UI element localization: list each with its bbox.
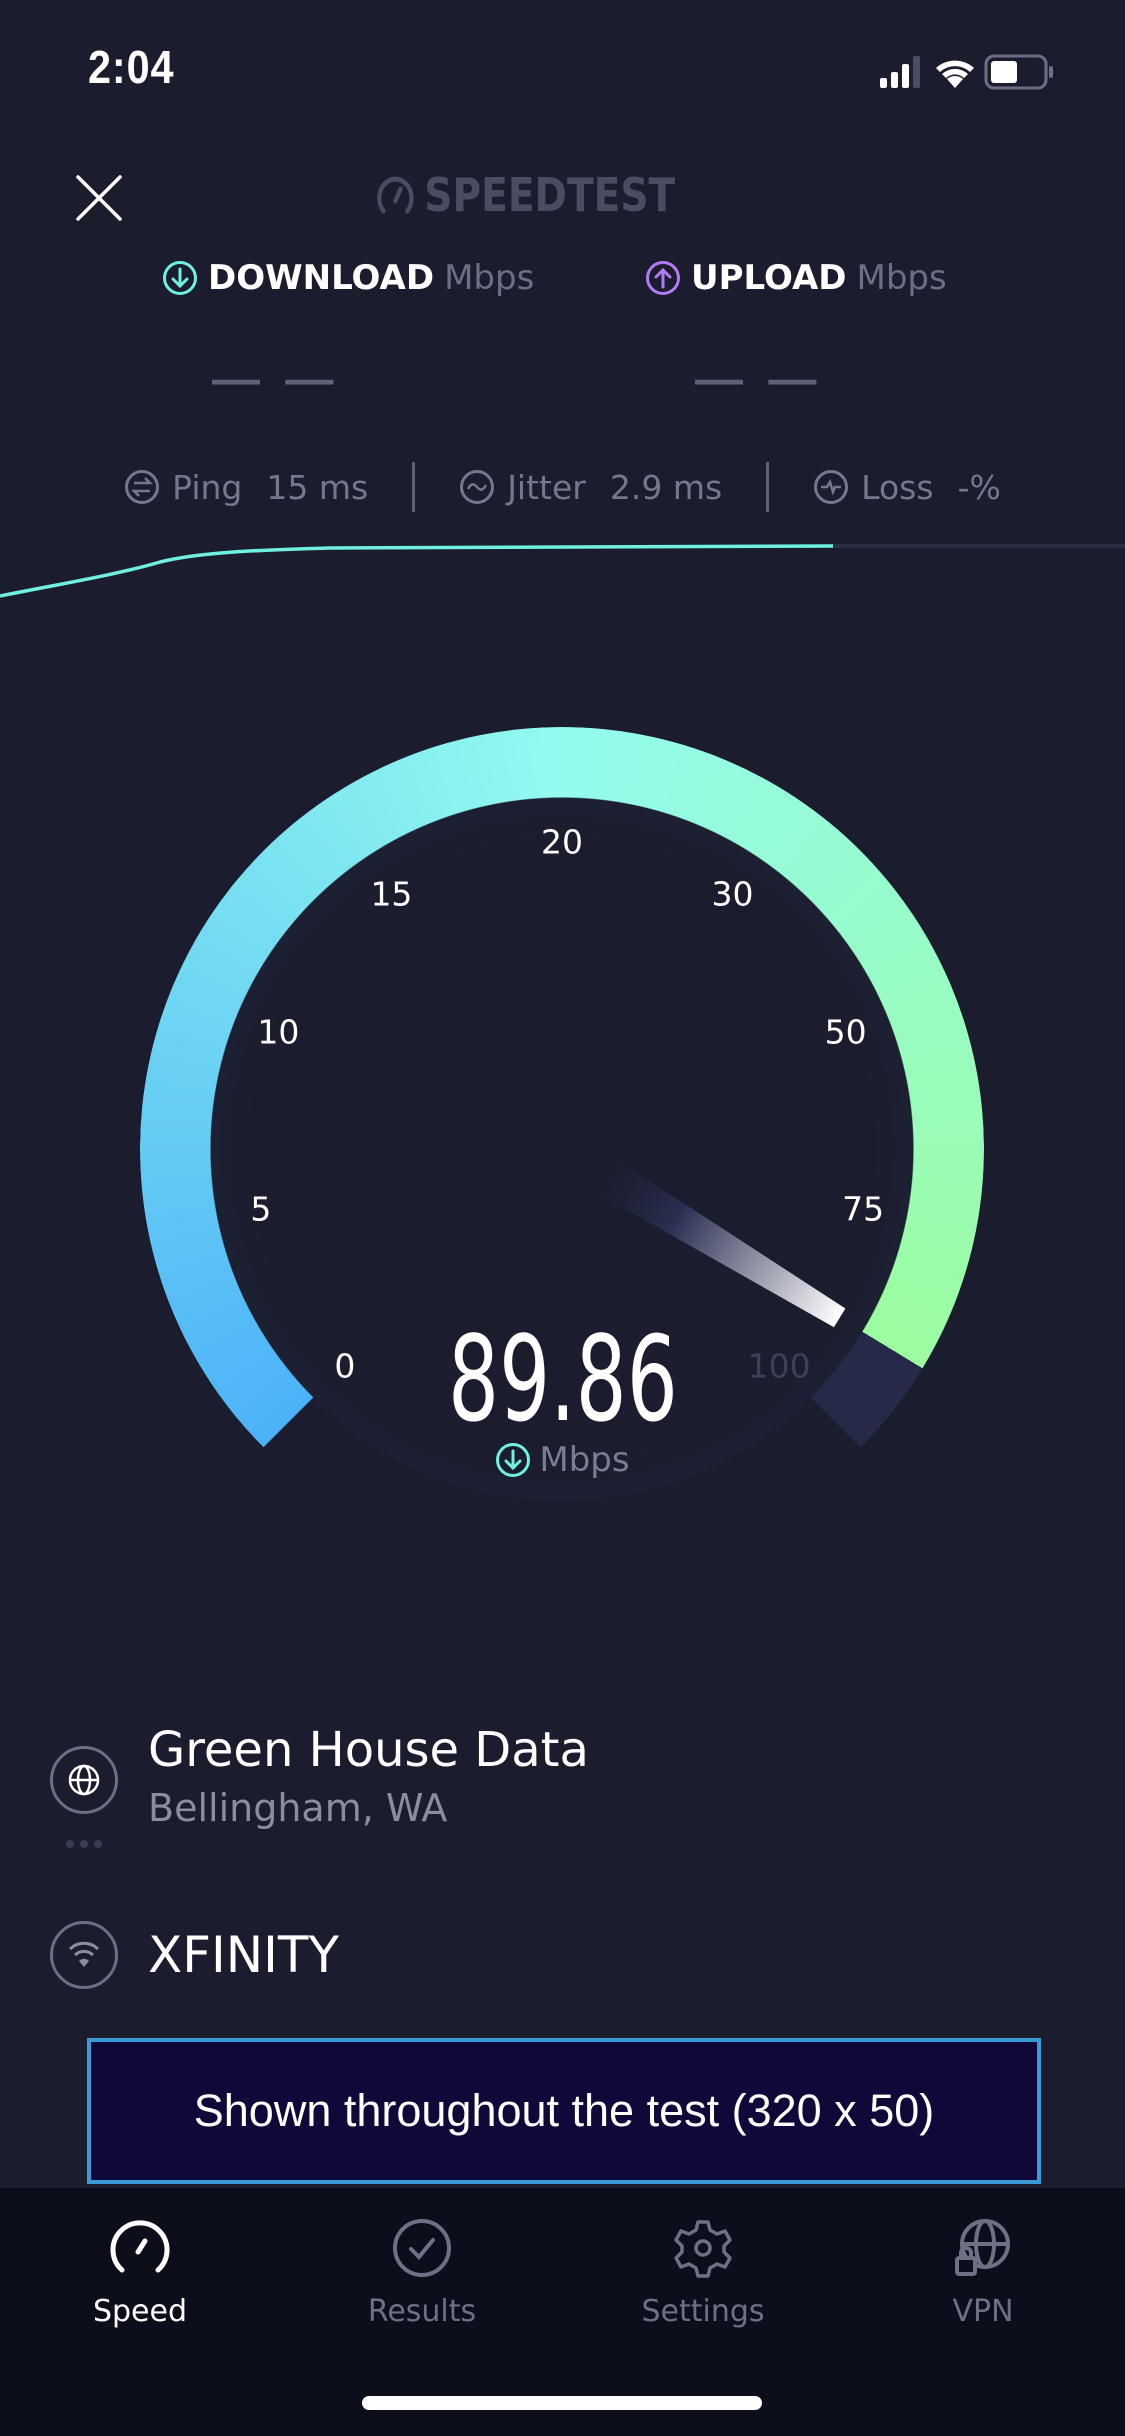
provider-icon-wrap xyxy=(50,1921,118,1989)
tab-speed-label: Speed xyxy=(92,2294,188,2329)
gauge-tick-label: 20 xyxy=(541,822,583,862)
download-icon xyxy=(496,1443,531,1477)
loss-icon xyxy=(814,470,849,504)
tab-settings-label: Settings xyxy=(641,2294,765,2329)
jitter-label: Jitter xyxy=(507,467,586,507)
gauge-tick-label: 100 xyxy=(747,1346,811,1386)
tab-settings[interactable]: Settings xyxy=(603,2216,803,2329)
upload-unit: Mbps xyxy=(856,258,947,298)
jitter-value: 2.9 ms xyxy=(609,467,723,507)
close-icon[interactable] xyxy=(76,175,122,221)
speed-gauge-icon xyxy=(110,2220,170,2273)
download-icon xyxy=(163,261,197,295)
speed-graph-line xyxy=(0,544,834,598)
more-dots-icon xyxy=(66,1840,102,1848)
upload-metric: UPLOAD Mbps xyxy=(645,258,947,298)
jitter-icon xyxy=(460,470,495,504)
tab-results[interactable]: Results xyxy=(322,2216,522,2329)
speed-gauge: 0 5 10 15 20 30 50 75 100 xyxy=(140,727,984,1571)
ad-text: Shown throughout the test (320 x 50) xyxy=(193,2085,935,2136)
gauge-tick-label: 50 xyxy=(824,1012,867,1052)
current-speed: 89.86 xyxy=(0,1310,1125,1448)
tab-vpn-label: VPN xyxy=(952,2294,1014,2329)
upload-value: — — xyxy=(695,353,823,406)
ping-label: Ping xyxy=(172,467,243,507)
speed-unit: Mbps xyxy=(0,1440,1125,1480)
tab-bar: Speed Results Settings VPN xyxy=(0,2188,1125,2436)
logo-text: SPEEDTEST xyxy=(424,168,676,222)
ad-banner[interactable]: Shown throughout the test (320 x 50) xyxy=(87,2038,1041,2184)
tab-speed[interactable]: Speed xyxy=(40,2216,240,2329)
vpn-globe-lock-icon xyxy=(955,2219,1010,2276)
signal-icon xyxy=(880,56,920,88)
tab-vpn[interactable]: VPN xyxy=(883,2216,1083,2329)
jitter-stat: Jitter 2.9 ms xyxy=(415,468,766,507)
globe-icon xyxy=(68,1764,100,1796)
loss-label: Loss xyxy=(861,467,934,507)
ping-value: 15 ms xyxy=(266,467,369,507)
divider xyxy=(766,462,770,512)
download-value: — — xyxy=(212,353,340,406)
upload-label: UPLOAD xyxy=(691,258,847,298)
tab-results-label: Results xyxy=(367,2294,477,2329)
speedtest-logo: SPEEDTEST xyxy=(375,168,675,222)
gauge-tick-label: 15 xyxy=(370,874,413,914)
status-time: 2:04 xyxy=(88,41,175,93)
upload-icon xyxy=(646,261,680,295)
ping-icon xyxy=(125,470,160,504)
gauge-logo-icon xyxy=(377,176,414,214)
current-speed-value: 89.86 xyxy=(447,1310,678,1448)
gauge-tick-label: 30 xyxy=(711,874,754,914)
download-metric: DOWNLOAD Mbps xyxy=(162,258,534,298)
gauge-tick-label: 10 xyxy=(257,1012,300,1052)
status-icons xyxy=(880,54,1053,90)
ping-stat: Ping 15 ms xyxy=(80,468,412,507)
gear-icon xyxy=(674,2220,732,2278)
change-server-button[interactable] xyxy=(50,1746,118,1814)
gauge-tick-label: 75 xyxy=(842,1189,885,1229)
wifi-icon xyxy=(68,1941,100,1967)
divider xyxy=(412,462,416,512)
speed-graph xyxy=(0,544,1125,598)
provider-name: XFINITY xyxy=(148,1926,339,1984)
download-unit: Mbps xyxy=(444,258,535,298)
server-location: Bellingham, WA xyxy=(148,1786,448,1830)
battery-icon xyxy=(984,54,1053,90)
download-label: DOWNLOAD xyxy=(208,258,435,298)
loss-value: -% xyxy=(957,467,1001,507)
stats-row: Ping 15 ms Jitter 2.9 ms Loss -% xyxy=(0,462,1125,512)
gauge-arc xyxy=(140,727,984,1571)
gauge-tick-label: 5 xyxy=(250,1189,272,1229)
speed-unit-label: Mbps xyxy=(539,1440,630,1480)
gauge-tick-label: 0 xyxy=(334,1346,356,1386)
server-name[interactable]: Green House Data xyxy=(148,1722,589,1778)
home-indicator[interactable] xyxy=(362,2396,762,2410)
gauge-needle xyxy=(577,1147,846,1328)
loss-stat: Loss -% xyxy=(769,468,1045,507)
wifi-icon xyxy=(936,60,974,88)
check-circle-icon xyxy=(393,2219,451,2277)
